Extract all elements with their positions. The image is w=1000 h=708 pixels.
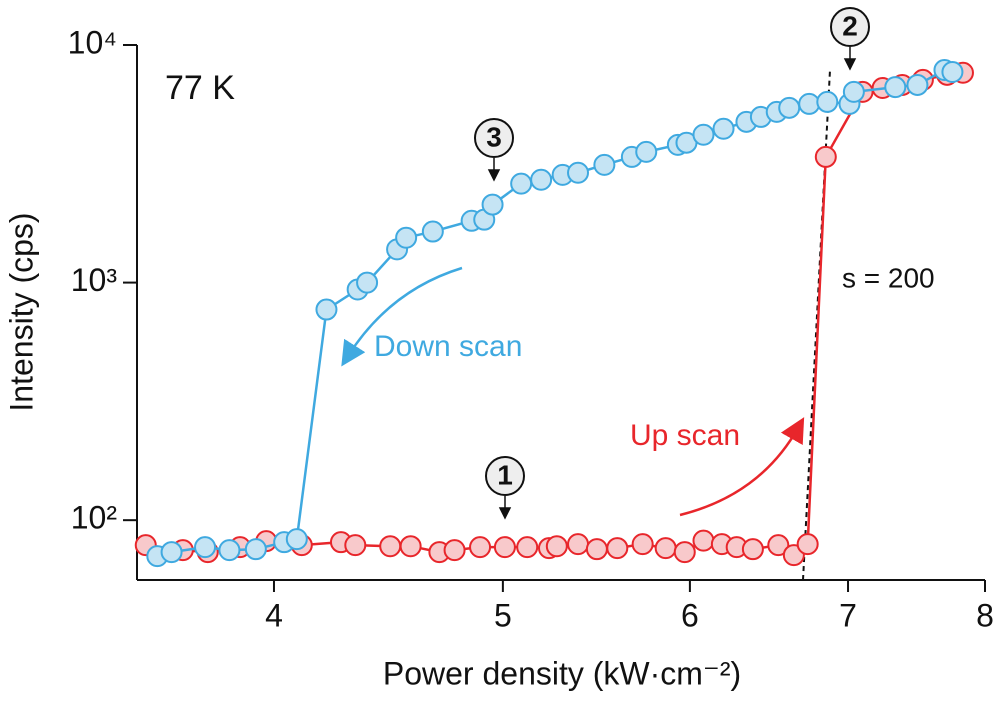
marker-label: 1: [497, 459, 513, 490]
data-point: [767, 534, 790, 557]
marker-arrow: [498, 496, 512, 520]
x-tick-label: 6: [681, 597, 699, 633]
data-point: [741, 538, 764, 561]
data-point: [285, 528, 308, 551]
x-tick-label: 7: [839, 597, 857, 633]
series-line: [145, 71, 964, 557]
up-arrow: [679, 417, 805, 517]
marker-circle: [830, 7, 870, 47]
data-point: [510, 172, 533, 195]
y-axis-title: Intensity (cps): [3, 212, 39, 411]
data-point: [796, 533, 819, 556]
marker-circle: [474, 118, 514, 158]
x-tick-label: 4: [265, 597, 283, 633]
data-point: [421, 220, 444, 243]
data-point: [567, 161, 590, 184]
data-point: [530, 168, 553, 191]
data-point: [545, 535, 568, 558]
data-point: [315, 298, 338, 321]
data-point: [344, 534, 367, 557]
x-tick-label: 8: [976, 597, 994, 633]
y-tick-label: 10⁴: [68, 24, 117, 60]
data-point: [673, 541, 696, 564]
data-point: [654, 537, 677, 560]
data-point: [469, 536, 492, 559]
marker-arrow: [487, 158, 501, 182]
y-tick-label: 10³: [71, 262, 118, 298]
series-label: Up scan: [630, 419, 740, 452]
data-point: [395, 226, 418, 249]
data-point: [218, 539, 241, 562]
marker-arrow: [843, 47, 857, 71]
x-axis-title: Power density (kW·cm⁻²): [383, 655, 741, 691]
data-point: [585, 538, 608, 561]
data-point: [356, 271, 379, 294]
annotation: 77 K: [165, 69, 235, 107]
data-point: [606, 537, 629, 560]
data-point: [798, 92, 821, 115]
data-point: [712, 117, 735, 140]
data-point: [692, 529, 715, 552]
data-point: [593, 153, 616, 176]
data-point: [814, 145, 837, 168]
data-point: [778, 96, 801, 119]
data-point: [692, 123, 715, 146]
data-point: [906, 73, 929, 96]
data-point: [516, 536, 539, 559]
data-point: [443, 539, 466, 562]
data-point: [631, 533, 654, 556]
marker-label: 2: [842, 10, 858, 41]
data-point: [842, 80, 865, 103]
data-point: [567, 533, 590, 556]
marker-circle: [485, 456, 525, 496]
data-point: [244, 538, 267, 561]
data-point: [194, 536, 217, 559]
data-point: [493, 536, 516, 559]
data-point: [635, 140, 658, 163]
y-tick-label: 10²: [71, 500, 118, 536]
data-point: [941, 60, 964, 83]
data-point: [481, 193, 504, 216]
series-label: Down scan: [374, 330, 522, 363]
data-point: [399, 535, 422, 558]
x-tick-label: 5: [494, 597, 512, 633]
data-point: [816, 90, 839, 113]
down-arrow: [341, 266, 463, 367]
data-point: [160, 541, 183, 564]
data-point: [884, 76, 907, 99]
annotation: s = 200: [842, 262, 935, 293]
marker-label: 3: [486, 121, 502, 152]
data-point: [379, 535, 402, 558]
